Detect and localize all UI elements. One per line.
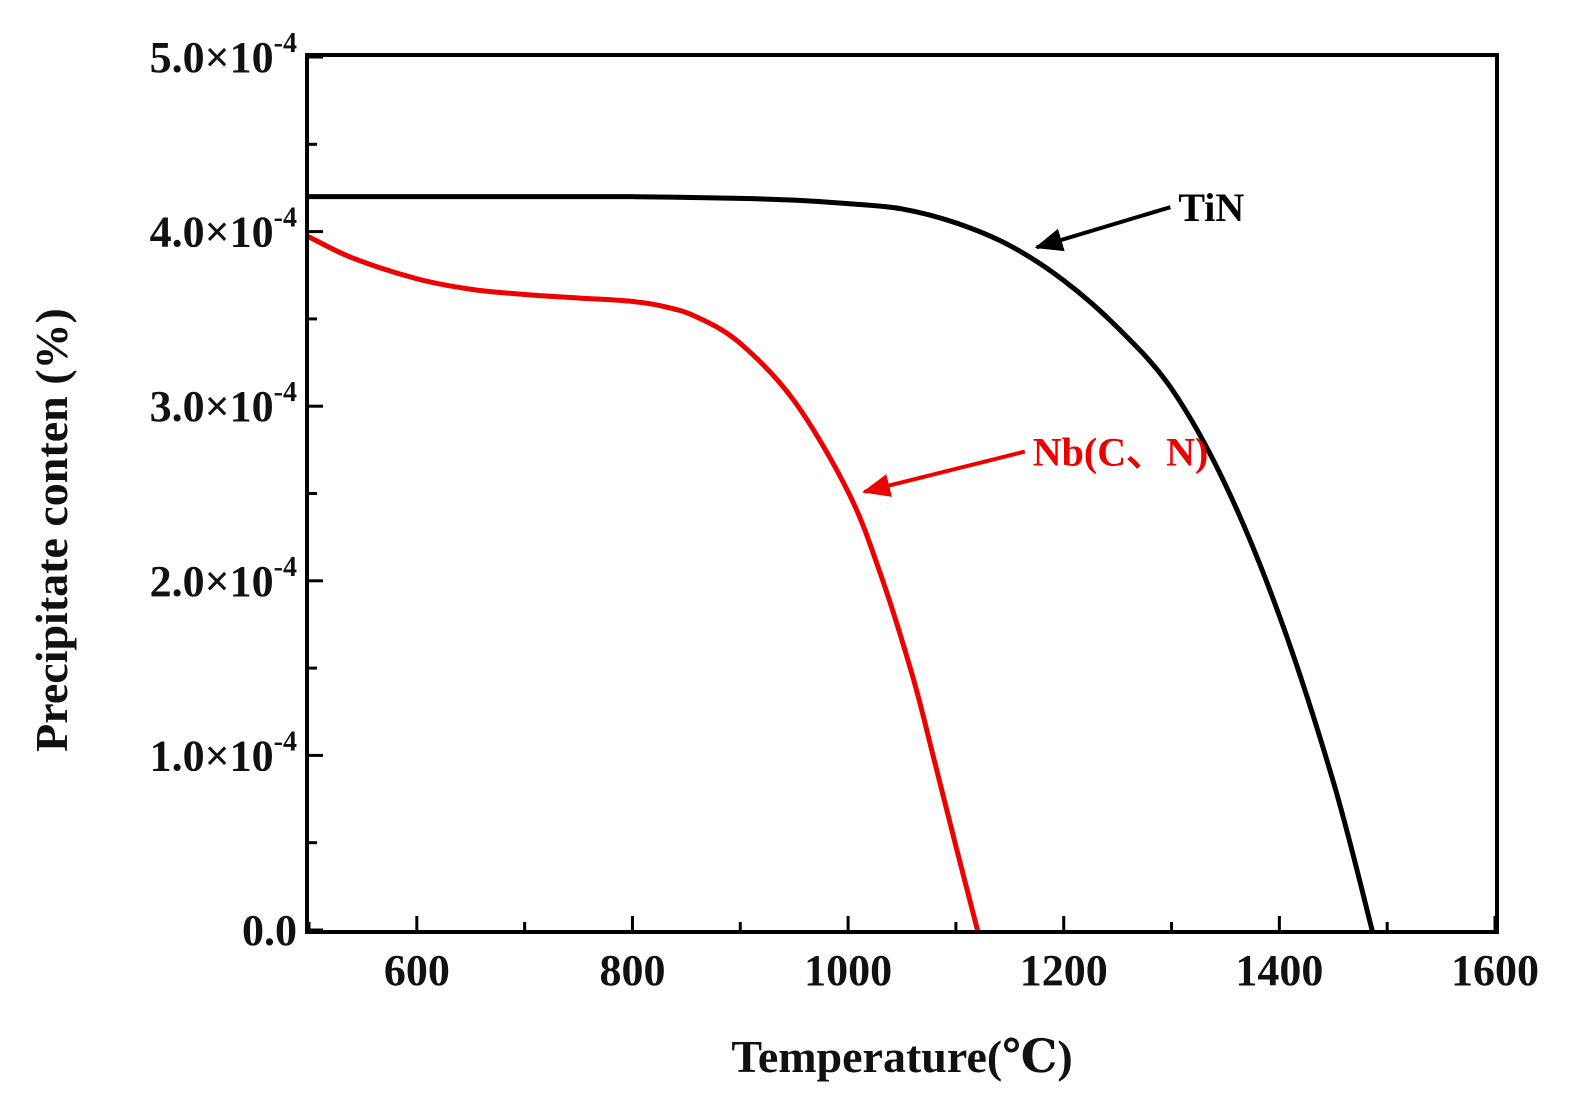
annotation-arrow-tin [1034,205,1171,252]
plot-frame [305,53,1499,934]
y-tick-label: 0.0 [242,906,297,955]
series-layer [306,194,1375,933]
x-tick-label: 1000 [804,946,892,995]
y-tick-label: 1.0×10-4 [150,726,297,780]
x-tick-label: 600 [384,946,450,995]
x-tick-label: 1400 [1235,946,1323,995]
annotation-label-nb-c-n: Nb(C、N) [1033,430,1209,475]
y-tick-label: 3.0×10-4 [150,377,297,431]
x-axis-title: Temperature(℃) [731,1031,1072,1082]
annotation-arrow-nb-c-n [862,449,1026,497]
x-tick-label: 800 [599,946,665,995]
y-tick-label: 4.0×10-4 [150,203,297,257]
axis-ticks: 600 800 1000 1200 1400 1600 0.0 1.0×10-4 2.0×10-… [150,28,1539,995]
annotation-label-tin: TiN [1178,185,1244,230]
x-tick-label: 1200 [1020,946,1108,995]
series-line-nb-c-n [306,234,980,933]
y-tick-label: 5.0×10-4 [150,28,297,82]
annotations: TiN Nb(C、N) [862,185,1244,497]
y-axis-title: Precipitate conten (%) [26,308,77,752]
series-line-tin [306,194,1375,933]
x-tick-label: 1600 [1451,946,1539,995]
y-tick-label: 2.0×10-4 [150,552,297,606]
